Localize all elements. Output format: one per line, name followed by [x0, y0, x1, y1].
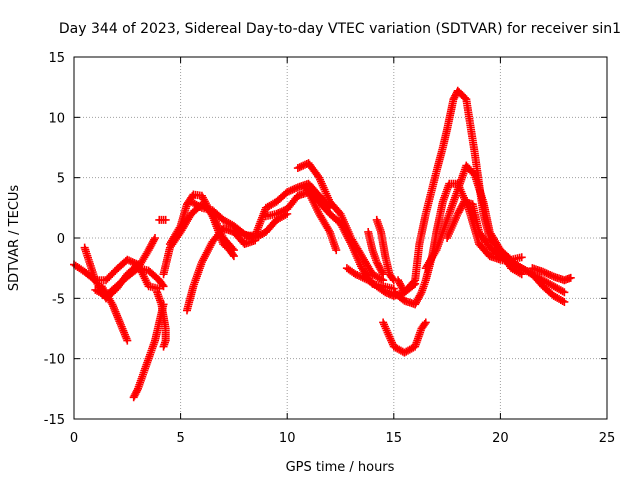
series-track-12	[187, 197, 292, 242]
data-point	[159, 282, 168, 291]
data-point	[293, 164, 302, 173]
data-point	[229, 252, 238, 261]
series-track-4	[91, 234, 160, 300]
data-point	[150, 235, 159, 244]
data-point	[358, 273, 367, 282]
data-point	[228, 250, 237, 259]
series-track-18	[364, 227, 388, 279]
series-track-6	[133, 264, 168, 291]
data-point	[547, 271, 556, 280]
data-point	[158, 280, 167, 289]
data-point	[346, 238, 355, 247]
data-point	[431, 247, 440, 256]
data-point	[151, 234, 160, 242]
series-track-5	[129, 300, 168, 402]
data-point	[351, 270, 360, 279]
data-point	[546, 271, 555, 280]
data-point	[356, 272, 365, 281]
data-point	[133, 386, 142, 395]
y-axis-label: SDTVAR / TECUs	[7, 185, 22, 292]
series-track-26	[528, 264, 575, 285]
data-point	[558, 287, 567, 296]
series-track-15	[293, 159, 388, 285]
data-marks	[70, 86, 575, 402]
data-point	[107, 298, 116, 307]
data-point	[332, 246, 341, 255]
data-point	[558, 296, 567, 305]
x-tick-label: 20	[492, 431, 509, 446]
data-point	[161, 215, 170, 224]
data-point	[277, 207, 286, 216]
data-point	[566, 273, 575, 282]
data-point	[284, 187, 293, 196]
data-point	[299, 161, 308, 170]
y-tick-label: 0	[57, 232, 65, 247]
data-point	[420, 319, 429, 328]
data-point	[355, 271, 364, 280]
series-track-10	[182, 224, 260, 315]
x-tick-label: 25	[599, 431, 616, 446]
series-track-22	[394, 86, 526, 297]
data-point	[295, 163, 304, 172]
data-point	[175, 223, 184, 232]
x-axis-label: GPS time / hours	[286, 460, 395, 475]
data-point	[123, 255, 132, 264]
data-point	[544, 270, 553, 279]
data-point	[274, 209, 283, 218]
axis-ticks: 0 5 10 15 20 25 -15 -10 -5 0 5 10 15	[44, 51, 616, 446]
data-point	[353, 271, 362, 280]
x-tick-label: 0	[70, 431, 78, 446]
series-track-20	[379, 318, 430, 357]
y-tick-label: -5	[52, 292, 65, 307]
data-point	[324, 226, 333, 235]
data-point	[560, 288, 569, 297]
data-point	[539, 267, 548, 276]
data-point	[388, 274, 397, 283]
y-tick-label: 10	[48, 111, 65, 126]
grid-lines	[74, 57, 607, 419]
series-track-19	[372, 215, 398, 285]
series-track-25	[496, 252, 569, 306]
data-point	[517, 253, 526, 262]
series-track-24	[443, 197, 569, 297]
data-point	[125, 256, 134, 265]
data-point	[290, 184, 299, 193]
y-tick-label: -15	[44, 413, 65, 428]
data-point	[360, 274, 369, 283]
data-point	[196, 202, 205, 211]
x-tick-label: 15	[386, 431, 403, 446]
x-tick-label: 10	[279, 431, 296, 446]
data-point	[416, 290, 425, 299]
chart-title: Day 344 of 2023, Sidereal Day-to-day VTE…	[59, 21, 621, 37]
data-point	[123, 336, 132, 345]
data-point	[283, 188, 292, 197]
data-point	[297, 162, 306, 171]
series-track-11	[155, 215, 170, 224]
data-point	[159, 342, 168, 351]
series-track-7	[153, 288, 170, 351]
data-point	[560, 297, 569, 306]
data-point	[292, 184, 301, 193]
data-point	[279, 206, 288, 215]
data-point	[276, 208, 285, 217]
data-point	[286, 186, 295, 195]
data-point	[272, 209, 281, 218]
series-track-9	[165, 190, 238, 261]
data-point	[460, 93, 469, 102]
data-point	[540, 268, 549, 277]
data-point	[288, 185, 297, 194]
data-point	[126, 257, 135, 266]
y-tick-label: 5	[57, 172, 65, 187]
y-tick-label: -10	[44, 353, 65, 368]
data-point	[421, 318, 430, 327]
x-tick-label: 5	[176, 431, 184, 446]
data-point	[409, 277, 418, 286]
data-point	[378, 268, 387, 277]
data-point	[542, 269, 551, 278]
y-tick-label: 15	[48, 51, 65, 66]
